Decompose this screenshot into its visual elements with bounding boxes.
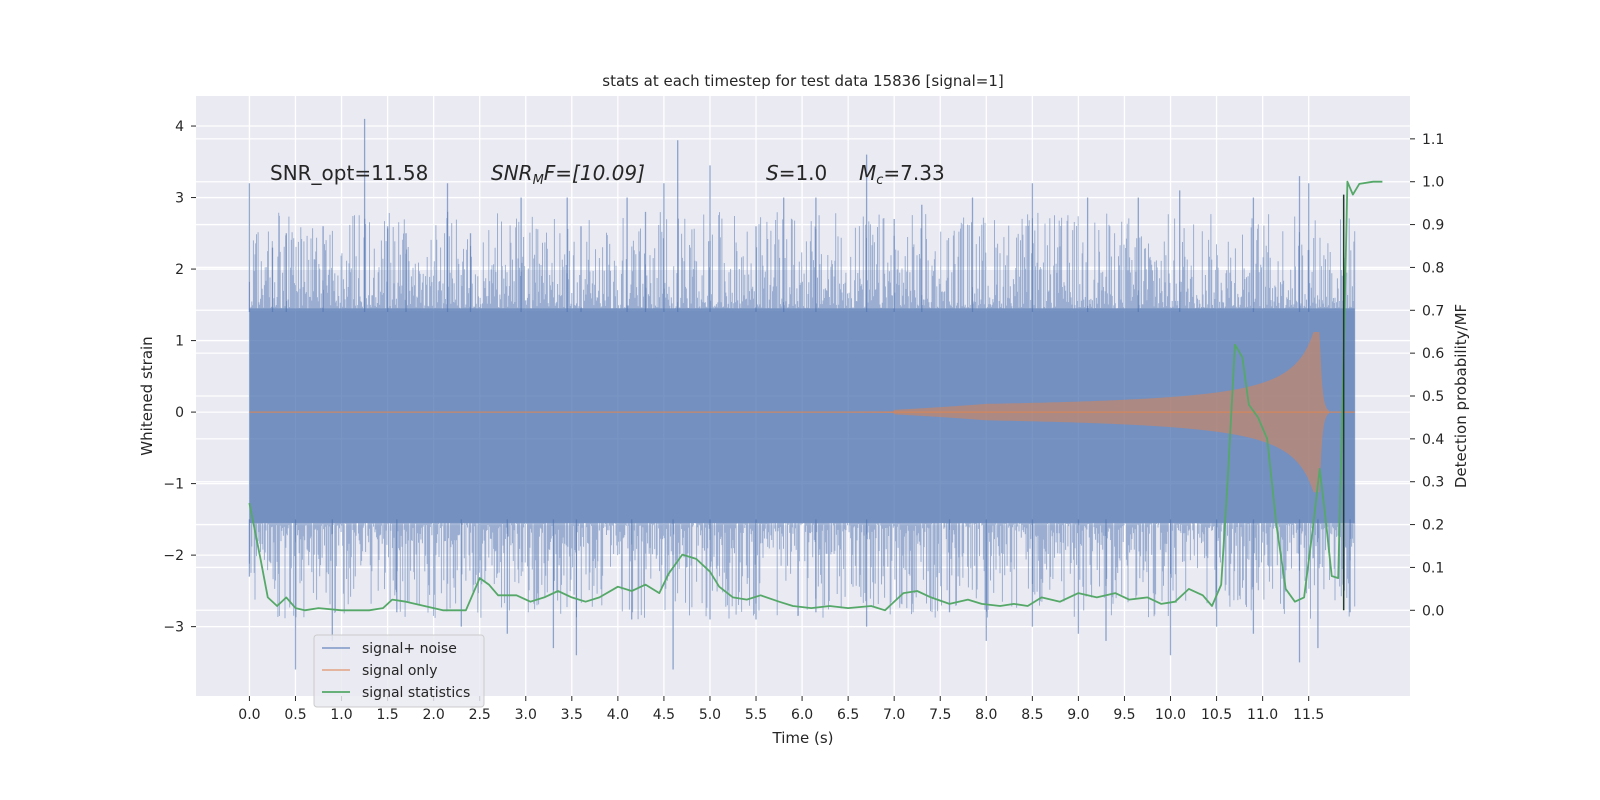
annotation-prefix: SNR [491,161,533,185]
legend-box [313,634,485,708]
y-right-tick-label: 0.9 [1422,218,1444,234]
annotation-text: SNRMF=[10.09] [491,161,645,188]
series-layer [248,118,1383,670]
y-right-tick-label: 0.3 [1422,475,1444,491]
y-left-tick-label: 1 [175,334,184,350]
y-right-tick-label: 0.6 [1422,346,1444,362]
y-left-tick-label: 0 [175,405,184,421]
y-right-tick-label: 0.5 [1422,389,1444,405]
x-tick-label: 4.5 [653,707,675,723]
annotation-text: SNR_opt=11.58 [270,161,428,185]
x-tick-label: 0.5 [284,707,306,723]
x-tick-label: 6.0 [791,707,813,723]
y-axis-left-ticks: 4 3 2 1 0 −1 −2 −3 [163,119,196,636]
y-right-tick-label: 0.8 [1422,260,1444,276]
x-tick-label: 1.0 [330,707,352,723]
y-right-tick-label: 0.4 [1422,432,1444,448]
annotation-text: S=1.0 [766,161,827,185]
y-left-tick-label: −1 [163,477,184,493]
statistics-line [248,180,1383,612]
x-tick-label: 6.5 [837,707,859,723]
x-tick-label: 11.0 [1247,707,1278,723]
x-tick-label: 1.5 [376,707,398,723]
x-tick-label: 2.0 [423,707,445,723]
x-tick-label: 3.5 [561,707,583,723]
y-left-tick-label: 2 [175,262,184,278]
series-signal-only [249,332,1355,493]
x-tick-label: 3.0 [515,707,537,723]
y-right-tick-label: 0.2 [1422,518,1444,534]
x-tick-label: 9.0 [1067,707,1089,723]
y-axis-left-label: Whitened strain [138,336,156,455]
y-right-tick-label: 0.7 [1422,303,1444,319]
x-tick-label: 10.0 [1155,707,1186,723]
y-left-tick-label: −2 [163,548,184,564]
x-tick-label: 2.5 [469,707,491,723]
y-left-tick-label: 3 [175,191,184,207]
y-axis-right-ticks: 1.1 1.0 0.9 0.8 0.7 0.6 0.5 0.4 0.3 0.2 0.1 0.0 [1410,132,1444,619]
x-axis-ticks: 0.0 0.5 1.0 1.5 2.0 2.5 3.0 3.5 4.0 4.5 5.0 5.5 6.0 6… [238,696,1324,723]
x-tick-label: 9.5 [1113,707,1135,723]
y-right-tick-label: 0.1 [1422,560,1444,576]
x-tick-label: 7.5 [929,707,951,723]
annotation-prefix: SNR_opt=11.58 [270,161,428,185]
legend-label: signal+ noise [362,641,457,657]
annotation-suffix: =7.33 [883,161,944,185]
annotations: SNR_opt=11.58 SNRMF=[10.09] S=1.0 Mc=7.33 [270,161,945,188]
x-tick-label: 5.0 [699,707,721,723]
x-tick-label: 11.5 [1293,707,1324,723]
x-tick-label: 7.0 [883,707,905,723]
noise-extremes [248,118,1351,670]
x-tick-label: 8.5 [1021,707,1043,723]
annotation-subscript: c [876,173,883,188]
y-right-tick-label: 1.0 [1422,175,1444,191]
y-right-tick-label: 1.1 [1422,132,1444,148]
legend-label: signal only [362,663,437,679]
annotation-subscript: M [533,173,544,188]
annotation-suffix: F=[10.09] [544,161,645,185]
chart-title: stats at each timestep for test data 158… [602,72,1003,90]
x-axis-label: Time (s) [772,729,834,747]
x-tick-label: 5.5 [745,707,767,723]
y-right-tick-label: 0.0 [1422,603,1444,619]
annotation-text: Mc=7.33 [859,161,945,188]
x-tick-label: 8.0 [975,707,997,723]
y-axis-right-label: Detection probability/MF [1452,304,1470,488]
series-signal-statistics [248,180,1383,612]
legend: signal+ noise signal only signal statistic… [313,634,485,708]
x-tick-label: 4.0 [607,707,629,723]
annotation-prefix: S [766,161,779,185]
y-left-tick-label: 4 [175,119,184,135]
y-left-tick-label: −3 [163,620,184,636]
x-tick-label: 10.5 [1201,707,1232,723]
annotation-prefix: M [859,161,876,185]
x-tick-label: 0.0 [238,707,260,723]
legend-label: signal statistics [362,685,470,701]
annotation-suffix: =1.0 [779,161,828,185]
